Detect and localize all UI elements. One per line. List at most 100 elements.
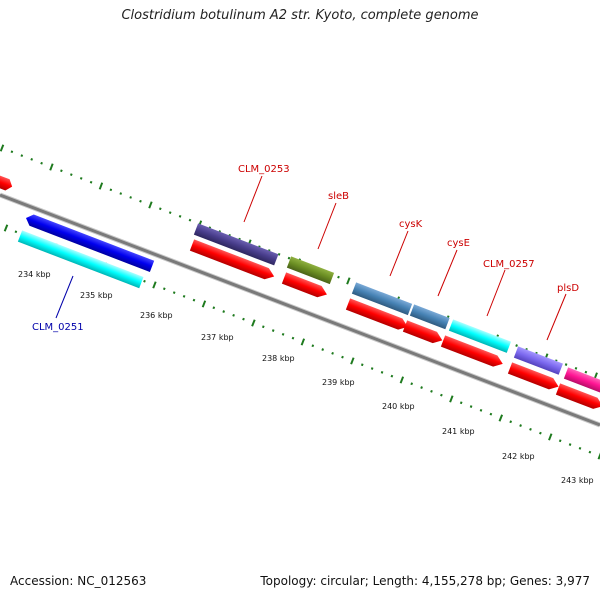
minor-tick [489,412,493,416]
minor-tick [410,382,414,386]
leader-clm0253 [243,175,263,223]
major-tick [98,182,104,190]
minor-tick [321,348,325,351]
gene-cyse-bar [409,304,450,330]
gene-cyan-bar-1 [17,230,144,289]
minor-tick [109,188,113,192]
scale-label: 240 kbp [382,402,415,411]
major-tick [3,224,9,232]
minor-tick [139,199,142,203]
major-tick [148,201,153,209]
minor-tick [558,439,562,443]
scale-label: 238 kbp [262,354,295,363]
minor-tick [129,196,132,199]
major-tick [548,433,553,441]
minor-tick [242,317,245,321]
gene-clm0253-bar [193,223,279,266]
label-clm0253: CLM_0253 [238,164,290,175]
minor-tick [277,252,281,256]
minor-tick [574,366,578,370]
scale-label: 243 kbp [561,476,594,485]
gene-clm0251-arrow [26,214,155,272]
minor-tick [60,169,63,173]
cds-arrow-edge [0,174,13,191]
cds-arrow-edge-right [555,383,600,409]
major-tick [300,338,306,346]
minor-tick [529,427,532,431]
minor-tick [588,450,592,454]
minor-tick [479,408,483,412]
minor-tick [337,275,340,279]
major-tick [0,144,5,152]
leader-cyse [437,249,458,297]
minor-tick [119,192,123,195]
accession-text: Accession: NC_012563 [10,574,147,588]
major-tick [399,376,405,384]
major-tick [350,357,355,365]
minor-tick [261,325,265,329]
minor-tick [20,154,24,157]
gene-plsd-bar [513,346,563,375]
major-tick [49,163,54,171]
minor-tick [341,355,344,359]
major-tick [498,414,504,422]
minor-tick [192,298,196,302]
minor-tick [430,389,433,393]
leader-clm0251 [55,275,74,319]
cds-arrow-cysk [345,298,408,330]
cds-arrow-plsd [507,362,559,390]
minor-tick [222,310,226,313]
minor-tick [172,291,176,294]
minor-tick [440,393,443,397]
minor-tick [578,446,582,450]
minor-tick [188,218,192,222]
minor-tick [232,313,235,317]
minor-tick [89,180,93,184]
minor-tick [370,367,374,370]
label-clm0257: CLM_0257 [483,259,535,270]
gene-clm0257-bar [448,319,512,353]
minor-tick [69,173,73,176]
minor-tick [182,294,186,298]
minor-tick [158,207,162,211]
minor-tick [568,443,572,446]
minor-tick [539,431,542,435]
minor-tick [311,344,315,348]
major-tick [449,395,454,403]
major-tick [346,277,351,285]
minor-tick [281,332,285,336]
genome-summary-text: Topology: circular; Length: 4,155,278 bp… [260,574,590,588]
minor-tick [271,329,275,332]
minor-tick [360,363,364,367]
major-tick [152,281,157,289]
gene-sleb-bar [286,256,335,285]
minor-tick [469,405,473,408]
minor-tick [287,256,291,260]
scale-label: 239 kbp [322,378,355,387]
scale-labels: 234 kbp 235 kbp 236 kbp 237 kbp 238 kbp 239 k… [18,270,594,485]
cds-arrow-cyse [402,320,443,344]
minor-tick [162,287,166,291]
minor-tick [14,230,18,234]
minor-tick [291,336,295,340]
scale-label: 242 kbp [502,452,535,461]
cds-arrow-sleb [281,272,327,298]
scale-label: 234 kbp [18,270,51,279]
minor-tick [390,374,394,378]
minor-tick [10,150,14,154]
cds-arrow-clm0253 [189,239,275,280]
minor-tick [178,214,182,218]
label-clm0251: CLM_0251 [32,322,84,333]
scale-label: 241 kbp [442,427,475,436]
minor-tick [212,306,216,310]
leader-plsd [546,293,567,341]
minor-tick [380,370,384,374]
minor-tick [459,401,463,405]
minor-tick [79,177,83,180]
leader-cysk [389,230,409,277]
cds-arrow-clm0257 [440,335,503,367]
scale-label: 237 kbp [201,333,234,342]
gene-cysk-bar [351,282,413,316]
minor-tick [40,161,43,165]
